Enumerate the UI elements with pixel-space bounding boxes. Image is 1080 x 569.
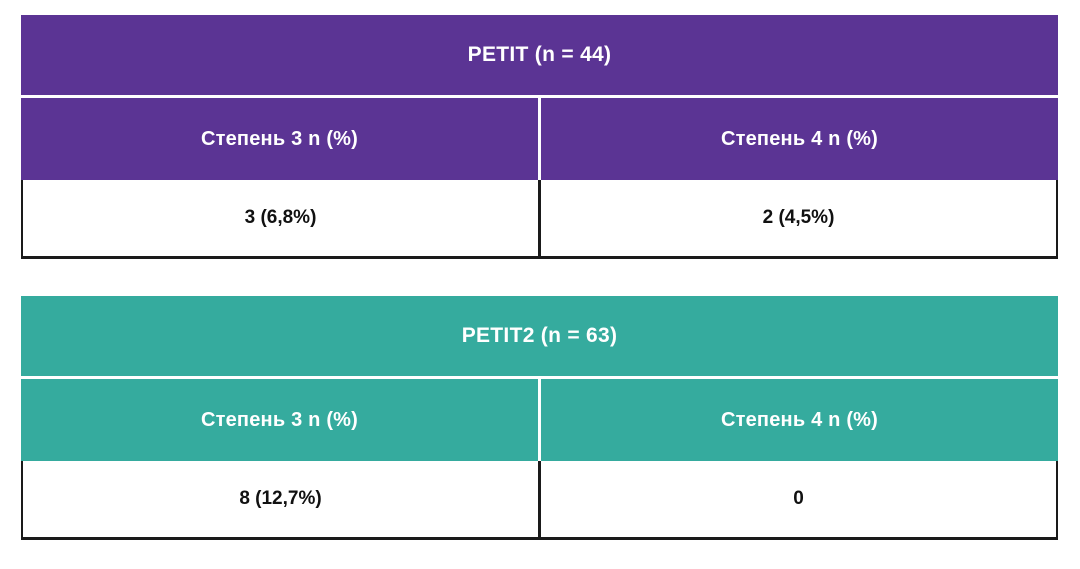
petit-table-header-row: Степень 3 n (%) Степень 4 n (%)	[21, 98, 1058, 180]
petit-grade3-column-header: Степень 3 n (%)	[21, 98, 538, 180]
petit2-table-header-row: Степень 3 n (%) Степень 4 n (%)	[21, 379, 1058, 461]
petit2-grade4-column-label: Степень 4 n (%)	[720, 408, 879, 431]
petit2-table-data-row: 8 (12,7%) 0	[21, 461, 1058, 540]
petit-grade3-value: 3 (6,8%)	[23, 180, 538, 256]
petit2-grade3-column-header: Степень 3 n (%)	[21, 379, 538, 461]
petit2-grade4-column-header: Степень 4 n (%)	[541, 379, 1058, 461]
petit2-table-title-band: PETIT2 (n = 63)	[21, 296, 1058, 376]
petit-table: PETIT (n = 44) Степень 3 n (%) Степень 4…	[21, 15, 1058, 259]
petit-grade3-column-label: Степень 3 n (%)	[200, 127, 359, 150]
petit-grade4-value: 2 (4,5%)	[538, 180, 1056, 256]
petit2-table: PETIT2 (n = 63) Степень 3 n (%) Степень …	[21, 296, 1058, 540]
petit-table-data-row: 3 (6,8%) 2 (4,5%)	[21, 180, 1058, 259]
petit2-table-title: PETIT2 (n = 63)	[461, 324, 618, 347]
petit-grade4-column-label: Степень 4 n (%)	[720, 127, 879, 150]
petit2-grade3-column-label: Степень 3 n (%)	[200, 408, 359, 431]
petit-table-title-band: PETIT (n = 44)	[21, 15, 1058, 95]
petit2-grade4-value: 0	[538, 461, 1056, 537]
petit-grade4-column-header: Степень 4 n (%)	[541, 98, 1058, 180]
petit-table-title: PETIT (n = 44)	[467, 43, 612, 66]
petit2-grade3-value: 8 (12,7%)	[23, 461, 538, 537]
